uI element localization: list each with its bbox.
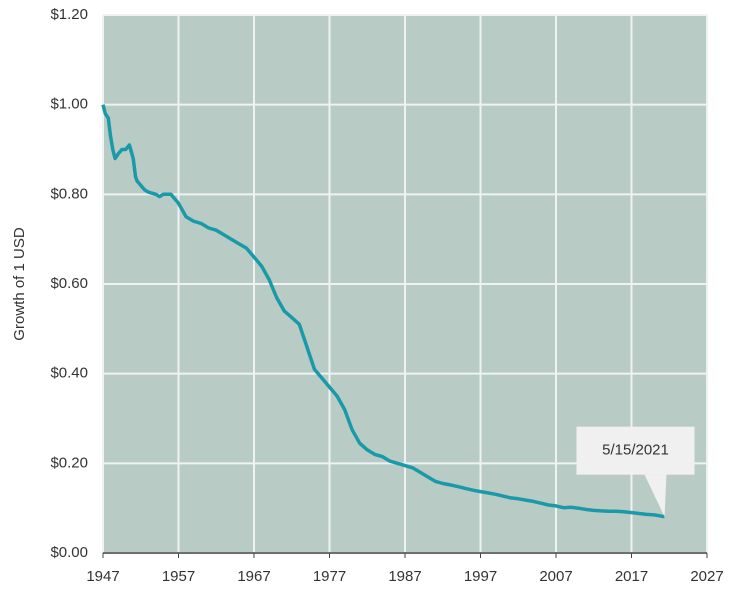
x-tick-label: 2007 [539, 568, 572, 585]
x-tick-label: 1967 [237, 568, 270, 585]
annotation-pointer [644, 474, 667, 517]
y-tick-label: $0.60 [50, 275, 88, 292]
x-tick-label: 1987 [388, 568, 421, 585]
y-tick-label: $1.20 [50, 6, 88, 23]
y-tick-label: $0.80 [50, 185, 88, 202]
annotation-box [576, 426, 695, 475]
x-tick-label: 1947 [86, 568, 119, 585]
x-tick-label: 1957 [162, 568, 195, 585]
y-tick-label: $0.20 [50, 454, 88, 471]
y-tick-label: $0.00 [50, 544, 88, 561]
y-axis-label: Growth of 1 USD [11, 227, 28, 341]
x-tick-label: 2017 [615, 568, 648, 585]
annotation: 5/15/2021 [602, 442, 669, 459]
data-line [101, 104, 665, 519]
x-tick-label: 2027 [690, 568, 723, 585]
y-tick-label: $0.40 [50, 365, 88, 382]
x-tick-label: 1977 [313, 568, 346, 585]
y-tick-label: $1.00 [50, 96, 88, 113]
x-tick-label: 1997 [464, 568, 497, 585]
